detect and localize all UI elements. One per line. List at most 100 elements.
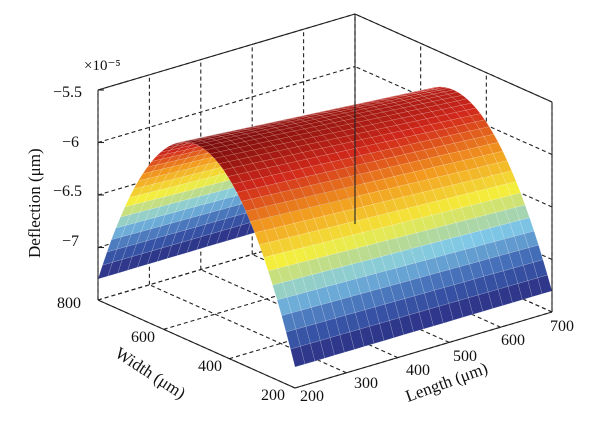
surface-patch — [303, 136, 319, 145]
surface-patch — [365, 273, 381, 292]
surface-patch — [469, 128, 485, 139]
x-tick-label: 400 — [406, 362, 430, 379]
surface-patch — [290, 187, 306, 200]
surface-patch — [381, 132, 397, 142]
surface-patch — [187, 139, 202, 144]
z-tick-label: −6 — [62, 134, 79, 151]
surface-patch — [404, 295, 420, 316]
surface-patch — [403, 98, 419, 103]
surface-patch — [461, 102, 477, 111]
x-tick-label: 500 — [453, 348, 477, 365]
surface-patch — [195, 142, 212, 148]
surface-patch — [409, 160, 424, 173]
surface-patch — [372, 227, 388, 244]
surface-patch — [442, 97, 458, 104]
surface-patch — [281, 118, 297, 122]
surface-patch — [480, 200, 496, 216]
surface-patch — [165, 143, 180, 149]
surface-patch — [236, 189, 252, 202]
surface-patch — [461, 205, 476, 221]
surface-patch — [451, 207, 467, 223]
surface-patch — [261, 175, 277, 186]
surface-patch — [314, 192, 330, 206]
z-tick-label: −7 — [62, 233, 79, 250]
axis-line-length — [294, 311, 553, 389]
surface-patch — [494, 238, 510, 257]
surface-patch — [306, 289, 322, 308]
surface-patch — [421, 111, 437, 119]
surface-patch — [198, 135, 213, 139]
surface-patch — [394, 154, 410, 166]
surface-patch — [224, 143, 241, 150]
surface-patch — [404, 151, 420, 164]
surface-patch — [339, 176, 355, 189]
surface-patch — [329, 334, 345, 356]
surface-patch — [412, 192, 428, 207]
surface-patch — [276, 297, 292, 316]
surface-patch — [227, 174, 243, 185]
surface-patch — [354, 183, 370, 197]
surface-patch — [191, 140, 208, 145]
surface-patch — [178, 139, 194, 143]
surface-patch — [245, 208, 261, 222]
surface-patch — [377, 212, 393, 228]
grid-line — [97, 223, 356, 301]
surface-patch — [392, 107, 409, 114]
surface-patch — [391, 117, 408, 126]
surface-patch — [303, 126, 320, 133]
surface-patch — [141, 237, 157, 254]
surface-patch — [370, 150, 386, 162]
surface-patch — [397, 208, 413, 223]
x-tick-label: 300 — [354, 375, 378, 392]
surface-patch — [252, 124, 267, 128]
surface-patch — [474, 119, 490, 130]
surface-patch — [291, 168, 307, 180]
surface-patch — [421, 86, 436, 91]
surface-patch — [318, 227, 334, 243]
surface-patch — [290, 119, 306, 124]
surface-patch — [438, 153, 454, 166]
x-tick-label: 200 — [300, 388, 324, 405]
surface-patch — [278, 237, 294, 253]
surface-patch — [321, 109, 336, 113]
surface-patch — [206, 230, 222, 248]
z-axis-label: Deflection (μm) — [25, 148, 44, 258]
surface-patch — [338, 115, 355, 121]
surface-patch — [234, 141, 250, 148]
surface-patch — [517, 280, 533, 301]
surface-patch — [408, 100, 424, 106]
surface-patch — [399, 314, 414, 336]
surface-patch — [216, 227, 232, 245]
surface-patch — [160, 211, 176, 227]
surface-patch — [214, 145, 231, 152]
surface-patch — [274, 132, 290, 140]
surface-mesh — [97, 86, 553, 368]
x-tick-label: 700 — [550, 318, 574, 335]
surface-patch — [205, 147, 221, 155]
surface-patch — [322, 239, 338, 256]
surface-patch — [290, 346, 306, 368]
surface-patch — [386, 124, 402, 134]
surface-patch — [345, 312, 360, 333]
surface-patch — [454, 140, 469, 152]
grid-line — [97, 65, 356, 144]
z-tick-label: −6.5 — [53, 183, 82, 200]
surface-patch — [420, 88, 435, 92]
surface-patch — [187, 159, 203, 170]
surface-patch — [200, 144, 216, 151]
surface-patch — [258, 242, 274, 258]
surface-patch — [314, 116, 331, 122]
surface-patch — [369, 323, 385, 344]
frame-edge — [354, 13, 553, 103]
surface-patch — [415, 259, 431, 278]
surface-patch — [492, 150, 508, 164]
surface-patch — [223, 153, 240, 162]
surface-patch — [458, 297, 474, 318]
surface-patch — [296, 291, 312, 311]
surface-patch — [301, 307, 316, 327]
surface-patch — [293, 128, 310, 136]
surface-patch — [490, 197, 506, 213]
y-tick-label: 200 — [261, 387, 285, 404]
